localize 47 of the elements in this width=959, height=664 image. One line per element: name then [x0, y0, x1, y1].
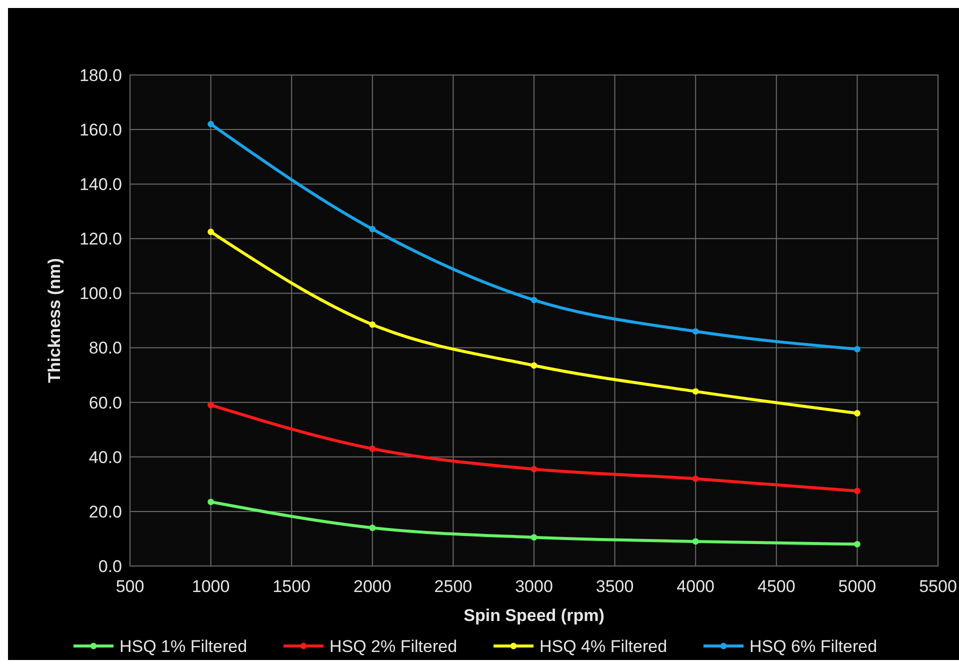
x-tick-label: 5000	[838, 577, 876, 596]
x-tick-label: 4500	[757, 577, 796, 596]
point	[530, 362, 538, 369]
point	[854, 488, 860, 494]
point	[208, 498, 214, 506]
point	[854, 346, 860, 352]
y-axis-title: Thickness (nm)	[45, 258, 64, 383]
y-tick-label: 40.0	[88, 448, 122, 467]
x-tick-label: 500	[116, 577, 144, 596]
x-tick-label: 1500	[272, 577, 311, 596]
point	[530, 466, 538, 472]
y-tick-label: 80.0	[88, 338, 122, 358]
point	[208, 402, 214, 408]
point	[369, 524, 376, 532]
y-tick-label: 160.0	[79, 120, 122, 140]
y-tick-label: 60.0	[88, 393, 122, 412]
x-tick-label: 4000	[676, 577, 715, 596]
x-tick-label: 2500	[434, 577, 472, 596]
point	[369, 321, 376, 328]
point	[369, 226, 376, 232]
point	[692, 538, 699, 545]
legend-label: HSQ 4% Filtered	[540, 636, 668, 656]
legend-label: HSQ 2% Filtered	[330, 636, 458, 656]
point	[208, 120, 214, 128]
point	[369, 446, 376, 452]
x-tick-label: 3000	[515, 577, 553, 596]
x-axis-title: Spin Speed (rpm)	[464, 606, 604, 625]
legend-label: HSQ 6% Filtered	[750, 636, 878, 656]
point	[530, 296, 538, 304]
y-tick-label: 100.0	[79, 284, 122, 304]
x-tick-label: 3500	[596, 577, 634, 596]
point	[854, 410, 860, 416]
y-tick-label: 20.0	[88, 502, 122, 522]
point	[692, 476, 699, 482]
y-tick-label: 120.0	[79, 230, 122, 249]
y-tick-label: 180.0	[79, 66, 122, 85]
x-tick-label: 5500	[919, 577, 957, 596]
legend-label: HSQ 1% Filtered	[120, 636, 248, 656]
point	[208, 228, 214, 236]
x-tick-label: 1000	[192, 577, 230, 596]
x-tick-label: 2000	[353, 577, 392, 596]
point	[530, 534, 538, 541]
point	[692, 328, 699, 335]
y-tick-label: 0.0	[98, 556, 122, 576]
y-tick-label: 140.0	[79, 175, 122, 194]
point	[854, 540, 860, 548]
point	[692, 388, 699, 395]
